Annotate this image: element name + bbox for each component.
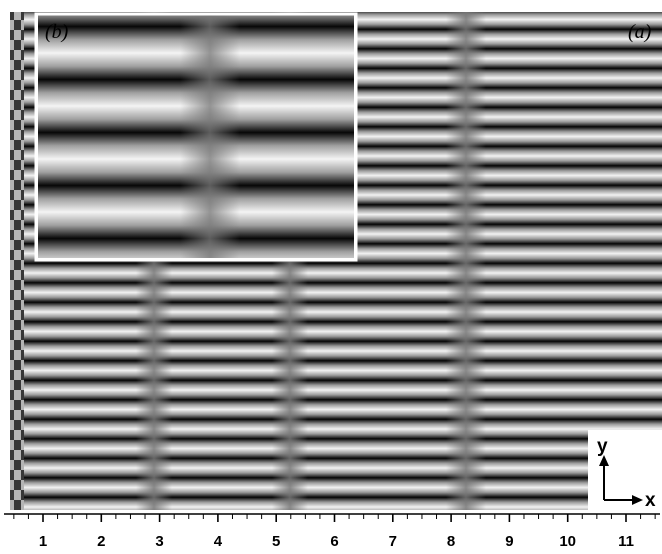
scale-tick-label: 5 [272,533,280,550]
scale-tick-label: 4 [214,533,223,550]
defect-column [446,12,486,510]
scale-tick-label: 11 [618,533,634,550]
arrow-right-icon [632,495,643,505]
scale-tick-label: 7 [389,533,397,550]
arrow-up-icon [599,455,609,466]
axis-x-label: x [645,490,656,511]
scale-tick-label: 3 [155,533,163,550]
scale-tick-label: 8 [447,533,455,550]
scale-tick-label: 10 [559,533,576,550]
scale-tick-label: 6 [330,533,338,550]
axis-indicator: y x [588,430,662,511]
panel-a-label: (a) [628,21,652,43]
scale-tick-label: 2 [97,533,105,550]
left-edge-checker [10,12,24,510]
fringe-segment [466,9,662,510]
scale-bar: 1 2 3 4 5 6 7 8 9 10 11 [4,513,660,550]
panel-b-inset: (b) [34,12,358,262]
inset-defect-column [180,15,240,258]
scale-tick-label: 9 [505,533,513,550]
panel-b-label: (b) [45,21,69,43]
axis-y-label: y [597,436,608,457]
scale-tick-label: 1 [39,533,47,550]
